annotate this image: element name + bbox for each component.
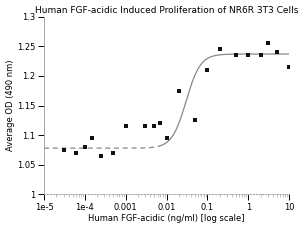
Point bbox=[258, 53, 263, 57]
Point bbox=[193, 118, 198, 122]
Point bbox=[246, 53, 251, 57]
Point bbox=[218, 47, 222, 51]
Point bbox=[82, 145, 87, 149]
Title: Human FGF-acidic Induced Proliferation of NR6R 3T3 Cells: Human FGF-acidic Induced Proliferation o… bbox=[35, 5, 298, 15]
Point bbox=[266, 41, 270, 45]
Point bbox=[74, 151, 78, 155]
Point bbox=[90, 136, 94, 140]
Point bbox=[123, 124, 128, 128]
Point bbox=[205, 68, 210, 72]
Point bbox=[111, 151, 116, 155]
Point bbox=[234, 53, 239, 57]
Point bbox=[158, 121, 163, 125]
X-axis label: Human FGF-acidic (ng/ml) [log scale]: Human FGF-acidic (ng/ml) [log scale] bbox=[88, 214, 245, 224]
Point bbox=[99, 154, 103, 158]
Point bbox=[274, 50, 279, 54]
Point bbox=[143, 124, 148, 128]
Y-axis label: Average OD (490 nm): Average OD (490 nm) bbox=[6, 60, 15, 151]
Point bbox=[176, 89, 181, 93]
Point bbox=[164, 136, 169, 140]
Point bbox=[61, 148, 66, 152]
Point bbox=[152, 124, 157, 128]
Point bbox=[287, 65, 292, 69]
